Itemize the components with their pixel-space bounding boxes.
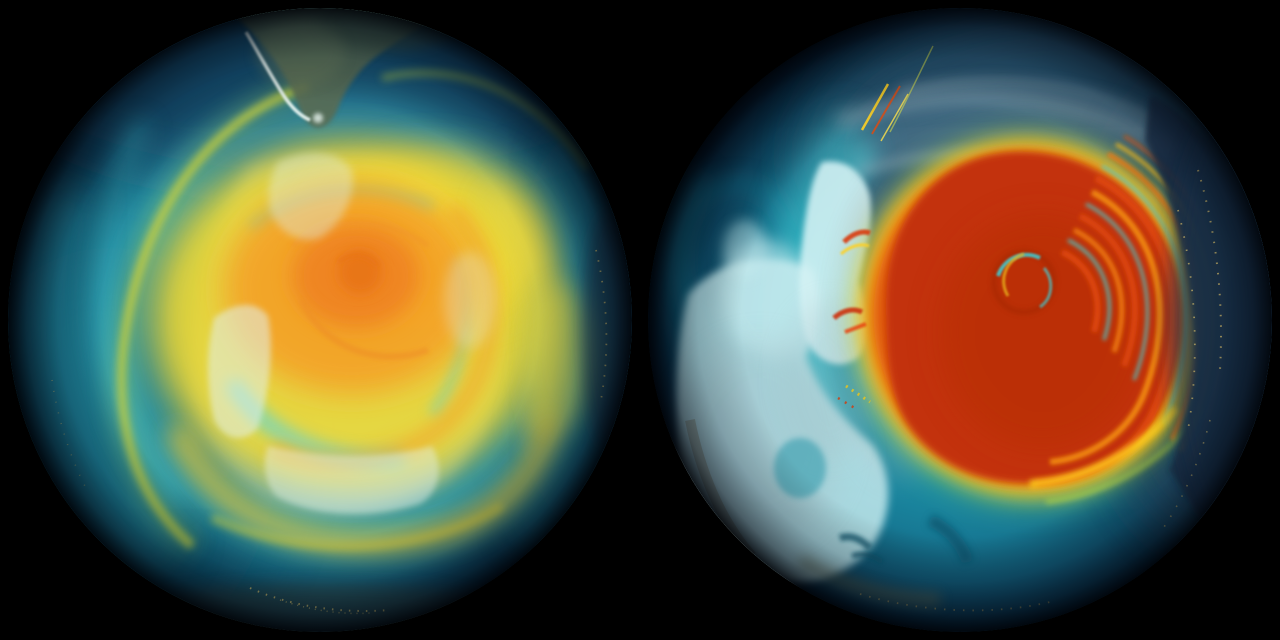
sphere-vignette xyxy=(648,8,1272,632)
right-globe xyxy=(648,8,1272,632)
left-globe xyxy=(8,8,632,632)
sphere-vignette xyxy=(8,8,632,632)
